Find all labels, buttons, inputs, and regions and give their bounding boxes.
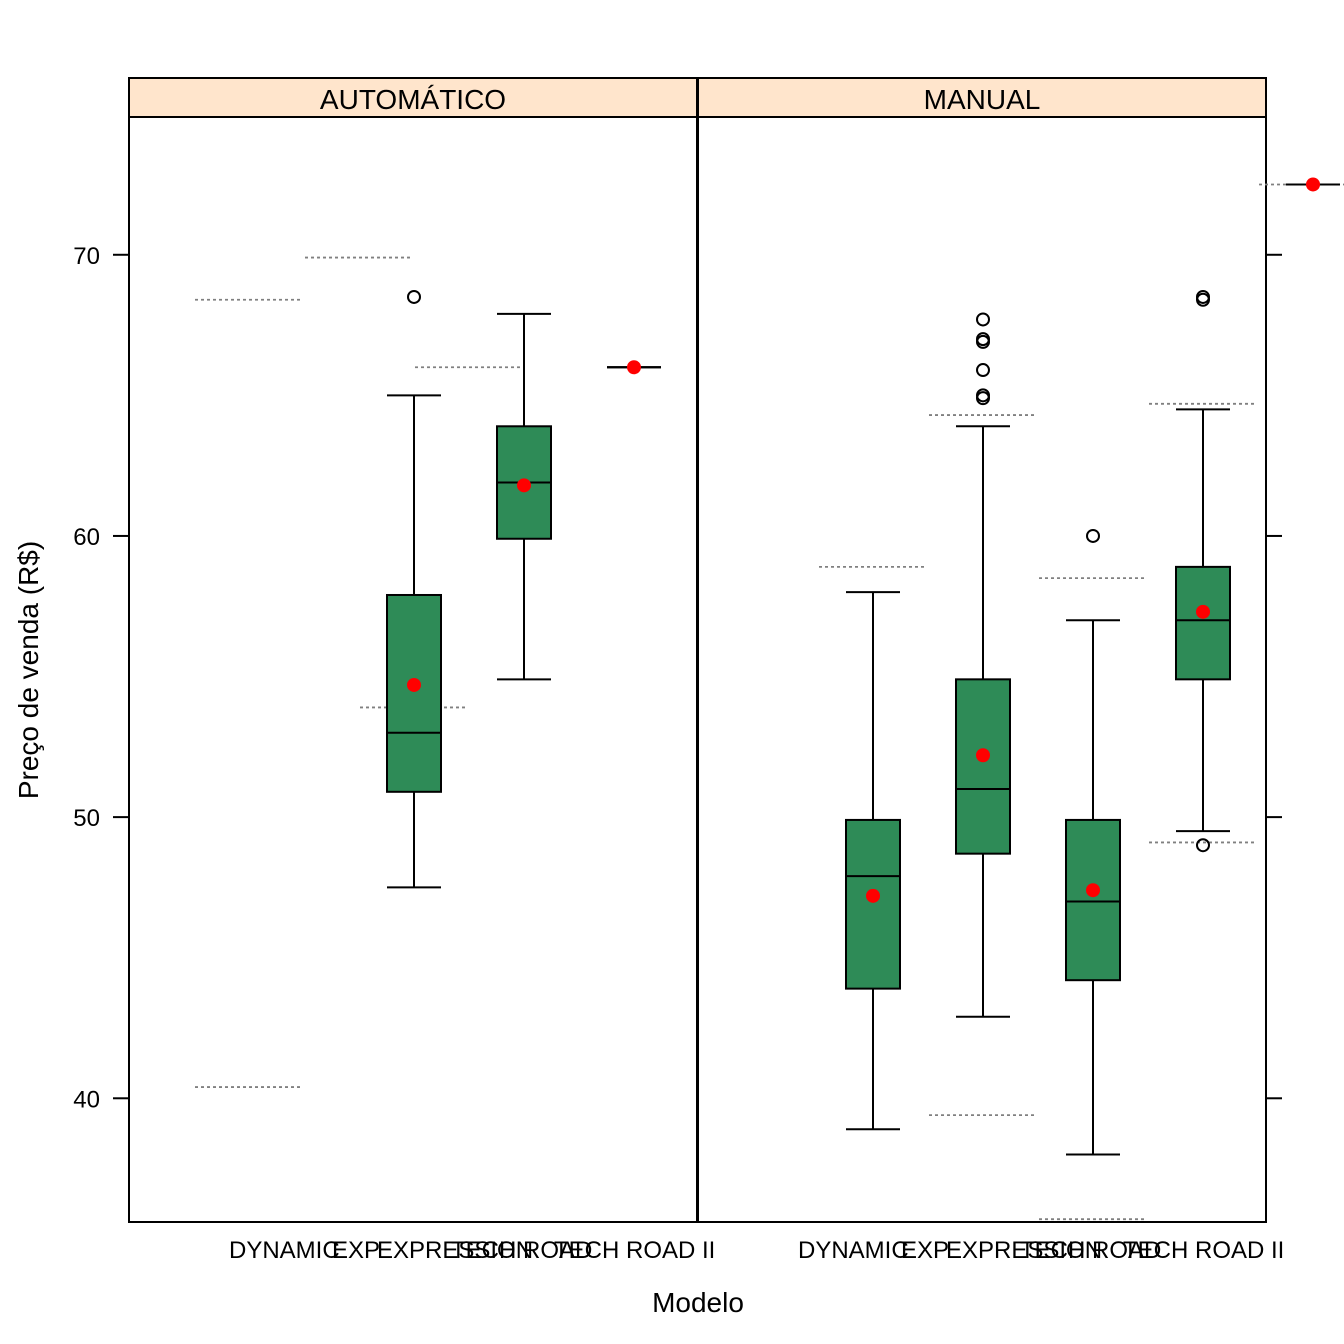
mean-point	[517, 478, 531, 493]
panel-frame	[697, 116, 1267, 1223]
y-tick-label: 60	[73, 524, 100, 551]
axes-layer: 40 50 60 70	[73, 243, 1282, 1113]
box-tech-road-ii	[1175, 289, 1231, 853]
x-tick-label: DYNAMIC	[229, 1237, 340, 1264]
y-tick-label: 70	[73, 243, 100, 270]
box-body	[955, 678, 1011, 855]
outlier-point	[976, 388, 990, 403]
box-tech-road-ii	[607, 360, 661, 375]
mean-point	[1196, 604, 1210, 619]
mean-point	[866, 888, 880, 903]
x-tick-label: TECH ROAD	[1020, 1237, 1161, 1264]
y-tick-label: 40	[73, 1086, 100, 1113]
box-expression	[360, 289, 468, 889]
box-body	[845, 818, 901, 990]
panel-strip-label: AUTOMÁTICO	[320, 84, 506, 115]
box-tech-road	[496, 312, 552, 681]
mean-point	[976, 748, 990, 763]
panel-strip	[128, 77, 698, 118]
panel-strip-label: MANUAL	[924, 84, 1041, 115]
y-tick-label: 50	[73, 805, 100, 832]
outlier-point	[1086, 528, 1100, 543]
x-tick-label: TECH ROAD	[451, 1237, 592, 1264]
mean-point	[1306, 177, 1320, 192]
x-tick-label: TECH ROAD II	[554, 1237, 715, 1264]
outlier-point	[976, 332, 990, 347]
box-body	[1065, 818, 1121, 982]
x-tick-label: DYNAMIC	[798, 1237, 909, 1264]
box-body	[386, 593, 442, 793]
mean-point	[627, 360, 641, 375]
x-tick-label: EXP	[332, 1237, 380, 1264]
x-tick-label: TECH ROAD II	[1123, 1237, 1284, 1264]
box-tech-road	[1065, 528, 1121, 1156]
box-dynamic	[845, 591, 901, 1131]
box-expression	[955, 312, 1011, 1018]
outlier-point	[407, 289, 421, 304]
mean-point	[1086, 883, 1100, 898]
box-body	[1175, 565, 1231, 681]
x-axis-title: Modelo	[652, 1287, 744, 1318]
x-tick-label: EXPRESSION	[377, 1237, 533, 1264]
outlier-point	[1196, 289, 1210, 304]
outlier-point	[976, 363, 990, 378]
outlier-point	[1196, 838, 1210, 853]
y-axis-title: Preço de venda (R$)	[13, 541, 44, 799]
outlier-point	[976, 312, 990, 327]
mean-point	[407, 677, 421, 692]
x-tick-label: EXP	[901, 1237, 949, 1264]
panel-strip	[697, 77, 1267, 118]
x-tick-label: EXPRESSION	[946, 1237, 1102, 1264]
